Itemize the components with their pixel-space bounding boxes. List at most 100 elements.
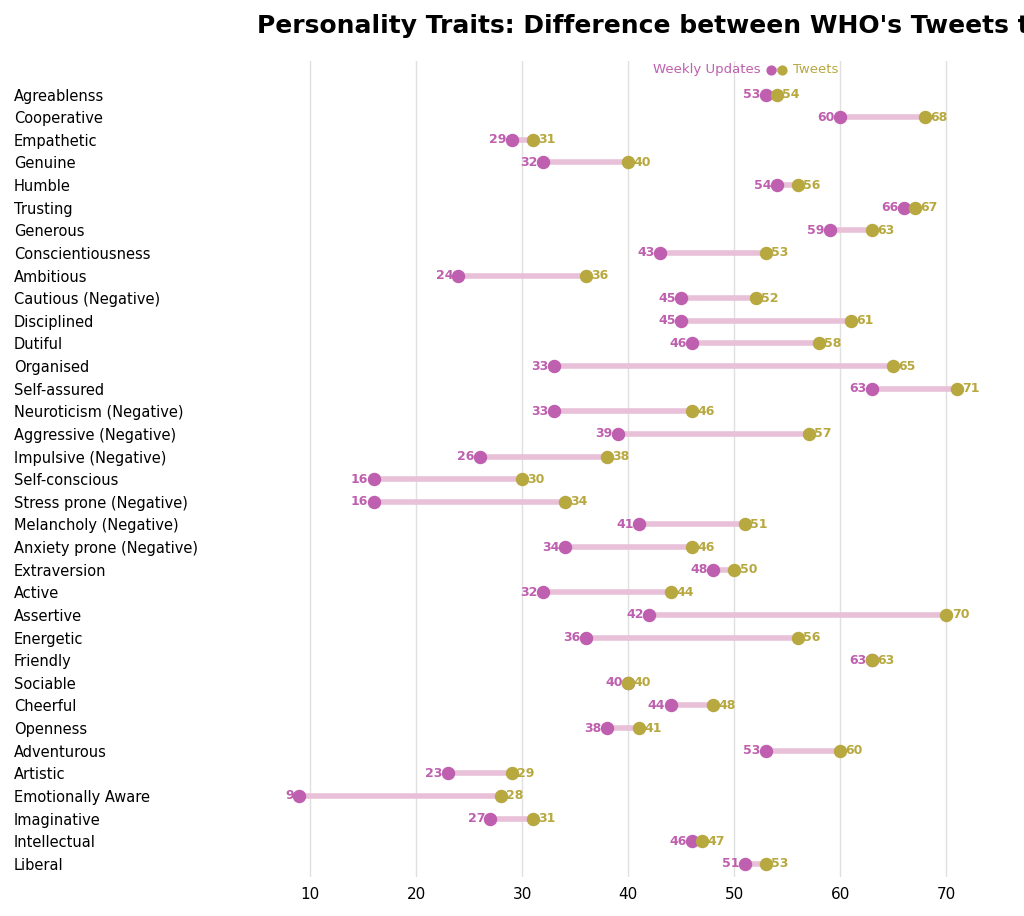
Text: 53: 53 [771,246,788,259]
Text: 44: 44 [648,699,666,712]
Text: 30: 30 [527,473,545,485]
Text: 46: 46 [670,337,686,350]
Text: 53: 53 [743,88,761,101]
Text: 16: 16 [351,496,369,508]
Text: 67: 67 [920,202,937,214]
Point [631,518,647,532]
Point [556,540,572,554]
Point [790,178,806,192]
Point [758,856,774,871]
Text: 40: 40 [634,676,651,690]
Text: 51: 51 [751,518,768,531]
Text: 57: 57 [814,428,831,441]
Point [536,585,552,600]
Text: 68: 68 [931,111,948,124]
Point [451,268,467,283]
Point [833,110,849,125]
Point [546,359,562,374]
Point [493,789,509,803]
Text: 31: 31 [538,812,555,825]
Point [673,313,689,328]
Point [864,381,881,396]
Text: 60: 60 [846,744,863,758]
Text: 53: 53 [771,857,788,870]
Text: 63: 63 [878,654,895,667]
Point [609,427,626,442]
Text: 41: 41 [616,518,634,531]
Text: 48: 48 [690,563,708,576]
Point [705,562,721,577]
Point [556,495,572,509]
Text: 36: 36 [563,631,581,644]
Text: 70: 70 [951,608,970,621]
Point [864,653,881,668]
Text: 24: 24 [435,269,454,282]
Point [833,744,849,758]
Text: 60: 60 [818,111,836,124]
Point [620,155,636,169]
Text: 54: 54 [754,179,771,191]
Point [536,155,552,169]
Text: 46: 46 [697,405,715,418]
Text: 32: 32 [520,586,538,599]
Text: 66: 66 [882,202,899,214]
Text: Weekly Updates: Weekly Updates [653,63,761,76]
Point [864,653,881,668]
Point [684,336,700,351]
Text: Tweets: Tweets [793,63,838,76]
Point [758,744,774,758]
Point [774,62,791,77]
Point [546,404,562,419]
Text: 28: 28 [506,790,523,802]
Text: Personality Traits: Difference between WHO's Tweets to Weekly Reports: Personality Traits: Difference between W… [257,14,1024,38]
Point [736,856,753,871]
Text: 33: 33 [531,360,549,373]
Text: 29: 29 [517,767,535,780]
Text: 54: 54 [782,88,800,101]
Point [578,630,594,645]
Point [514,472,530,486]
Text: 46: 46 [670,834,686,847]
Text: 52: 52 [761,291,778,305]
Point [918,110,934,125]
Text: 23: 23 [425,767,442,780]
Point [821,223,838,237]
Text: 63: 63 [850,654,867,667]
Point [663,585,679,600]
Text: 9: 9 [286,790,294,802]
Point [524,133,541,147]
Point [524,812,541,826]
Text: 32: 32 [520,156,538,169]
Text: 31: 31 [538,134,555,147]
Point [769,178,785,192]
Point [631,721,647,736]
Point [758,87,774,102]
Point [938,607,954,622]
Text: 58: 58 [824,337,842,350]
Point [694,834,711,848]
Point [504,133,520,147]
Text: 16: 16 [351,473,369,485]
Point [366,495,382,509]
Text: 40: 40 [605,676,623,690]
Text: 45: 45 [658,314,676,327]
Point [949,381,966,396]
Point [801,427,817,442]
Text: 46: 46 [697,540,715,553]
Point [896,201,912,215]
Text: 27: 27 [468,812,485,825]
Text: 56: 56 [803,631,820,644]
Point [790,630,806,645]
Point [652,245,669,260]
Point [684,404,700,419]
Text: 56: 56 [803,179,820,191]
Text: 44: 44 [676,586,693,599]
Point [705,698,721,713]
Text: 33: 33 [531,405,549,418]
Text: 42: 42 [627,608,644,621]
Point [620,675,636,690]
Point [843,313,859,328]
Text: 38: 38 [612,450,630,463]
Point [641,607,657,622]
Point [471,449,487,463]
